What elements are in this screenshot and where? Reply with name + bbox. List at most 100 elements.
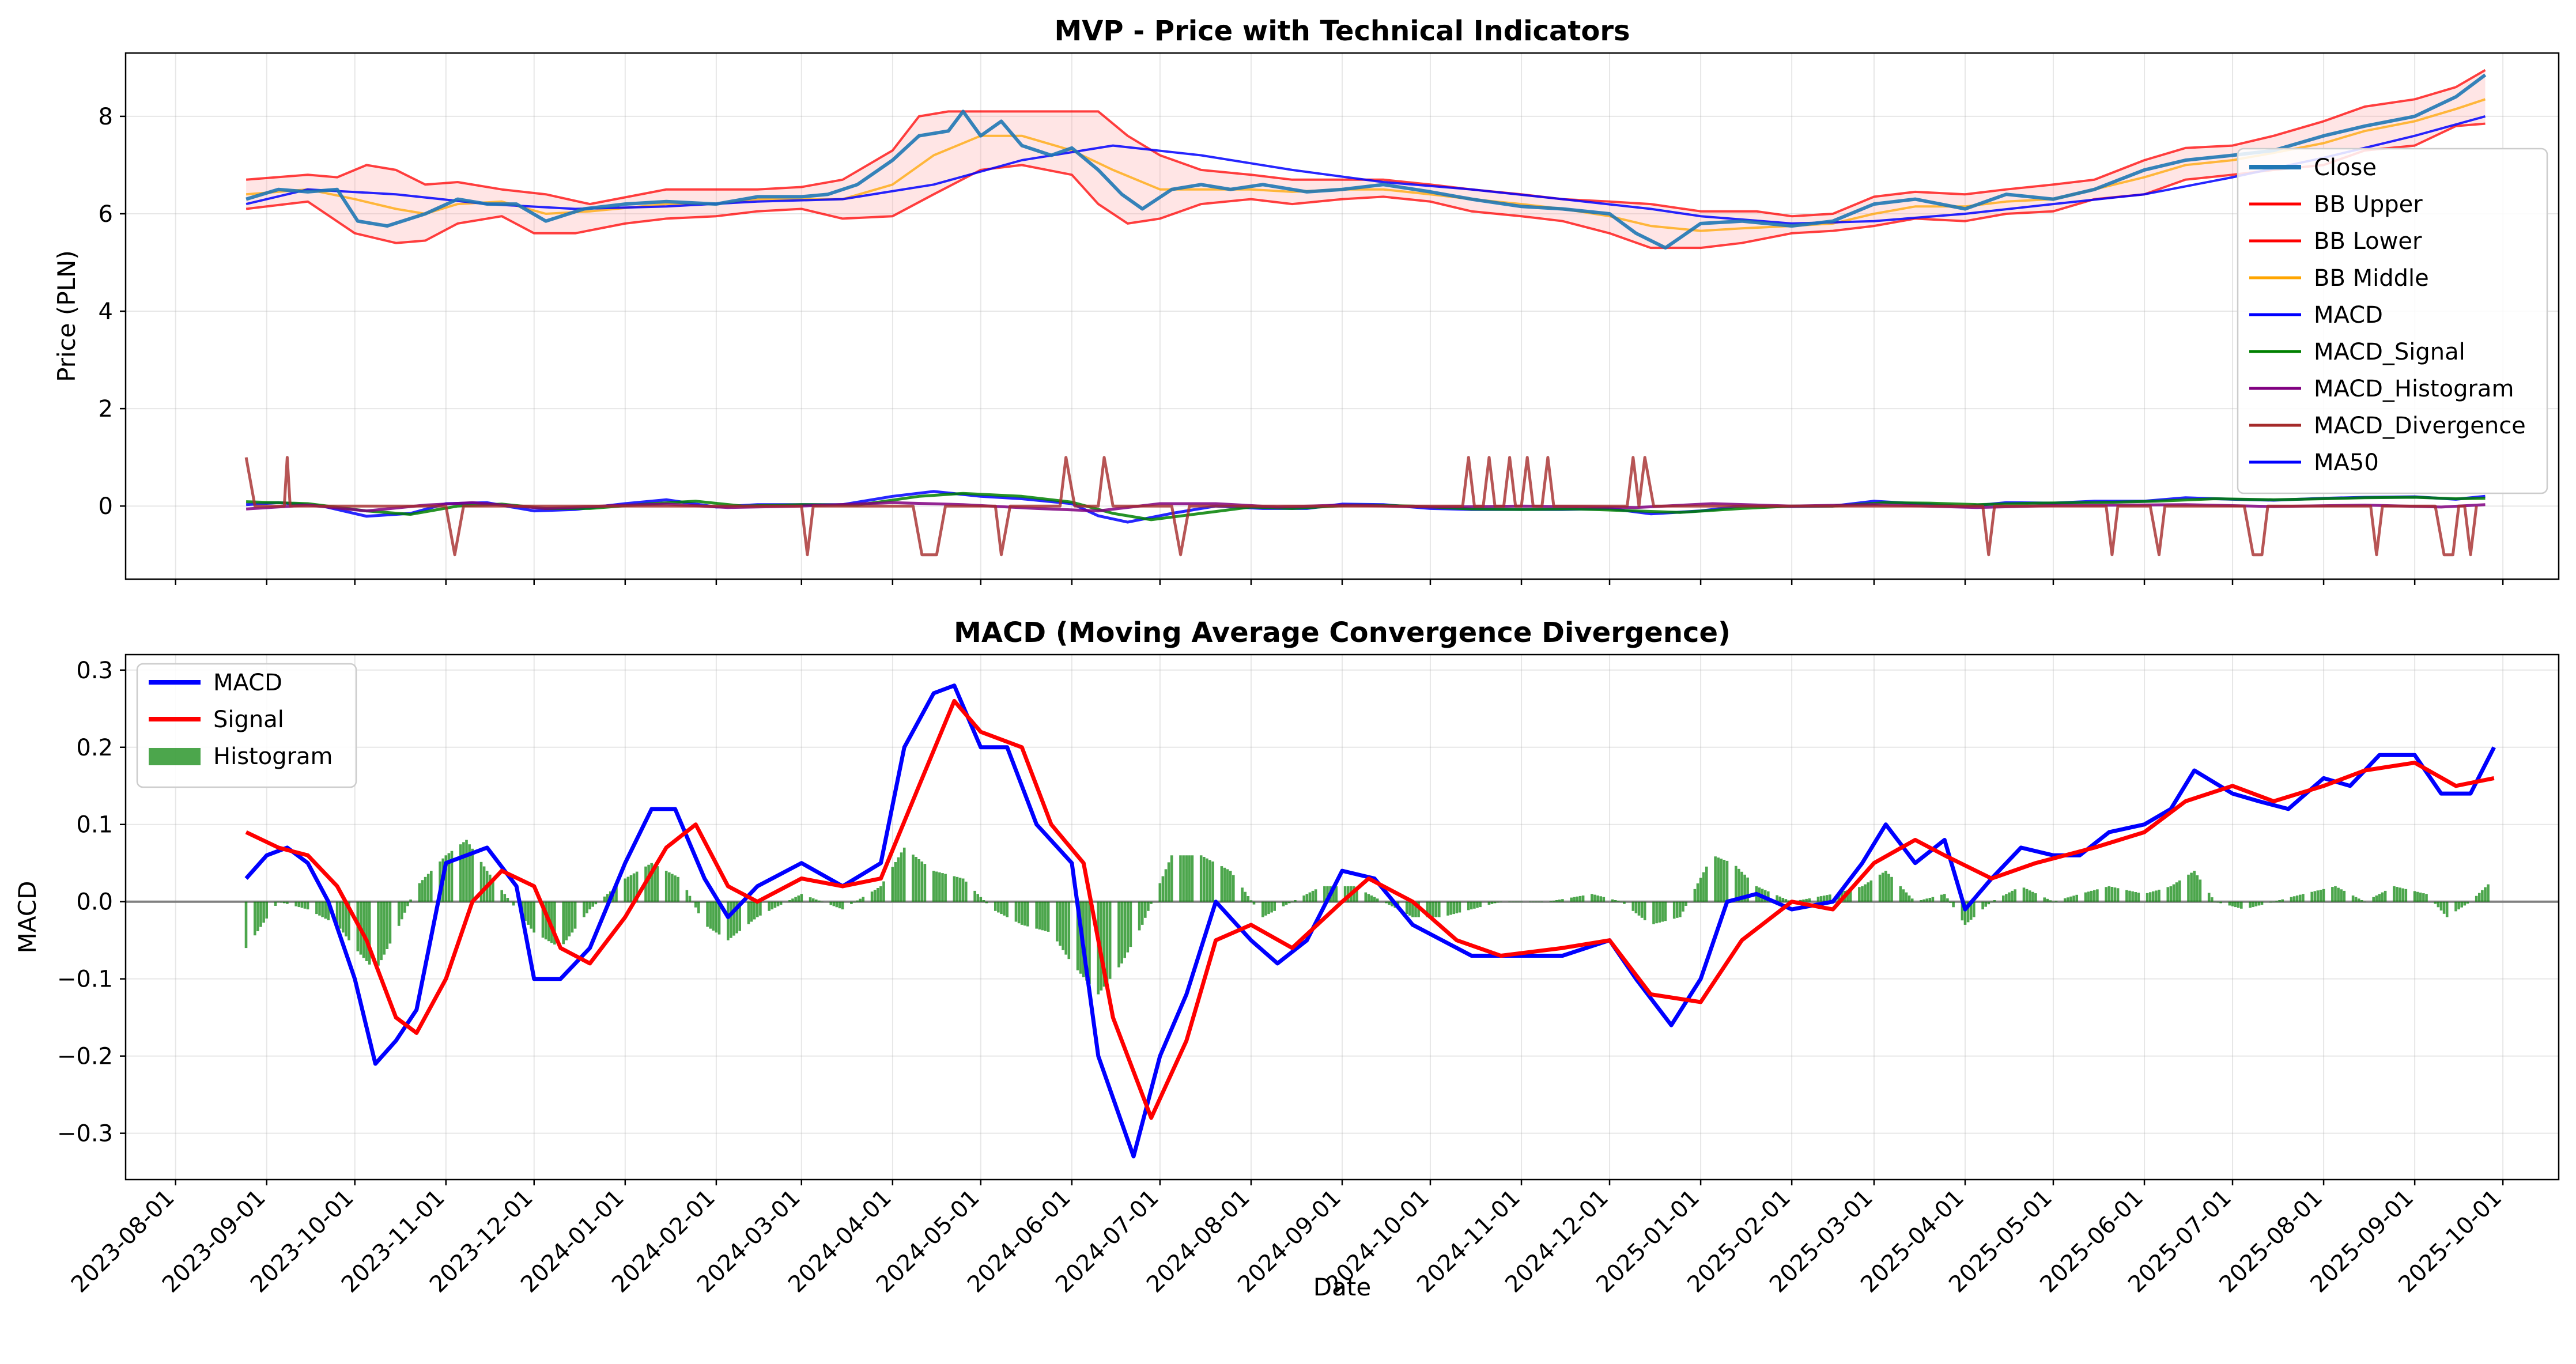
histogram-bar <box>2419 892 2422 902</box>
y-tick-label: 4 <box>99 299 113 325</box>
histogram-bar <box>732 901 735 936</box>
y-tick-label: 0.0 <box>76 889 113 916</box>
histogram-bar <box>2422 893 2425 902</box>
histogram-bar <box>1120 901 1123 964</box>
histogram-bar <box>1314 889 1317 902</box>
histogram-bar <box>1191 855 1194 902</box>
histogram-bar <box>1943 894 1946 902</box>
y-tick-label: 0.3 <box>76 658 113 684</box>
histogram-bar <box>403 901 406 913</box>
histogram-bar <box>1552 900 1555 902</box>
histogram-bar <box>1229 871 1232 902</box>
histogram-bar <box>297 901 301 908</box>
histogram-bar <box>588 901 591 910</box>
histogram-bar <box>1490 901 1494 904</box>
histogram-bar <box>1414 901 1417 917</box>
histogram-bar <box>2254 901 2258 906</box>
histogram-bar <box>2155 890 2158 902</box>
histogram-bar <box>1370 896 1373 902</box>
histogram-bar <box>1335 886 1338 902</box>
histogram-bar <box>838 901 841 909</box>
histogram-bar <box>2425 894 2428 902</box>
histogram-bar <box>553 901 556 945</box>
histogram-bar <box>1614 900 1617 902</box>
histogram-bar <box>1905 892 1908 902</box>
histogram-bar <box>1558 900 1561 902</box>
histogram-bar <box>1664 901 1667 921</box>
histogram-bar <box>2434 901 2437 904</box>
histogram-bar <box>862 897 865 902</box>
histogram-bar <box>1282 901 1285 906</box>
histogram-bar <box>976 894 979 902</box>
histogram-bar <box>530 901 532 929</box>
histogram-bar <box>1438 901 1441 917</box>
histogram-bar <box>1252 901 1256 905</box>
histogram-bar <box>1199 855 1203 902</box>
histogram-bar <box>1634 901 1638 913</box>
histogram-bar <box>2166 887 2170 902</box>
histogram-bar <box>902 847 906 902</box>
histogram-bar <box>303 901 307 909</box>
histogram-bar <box>1088 901 1091 984</box>
histogram-bar <box>1059 901 1062 946</box>
histogram-bar <box>1105 901 1109 983</box>
histogram-bar <box>1164 869 1168 902</box>
histogram-bar <box>2014 889 2016 902</box>
histogram-bar <box>1287 901 1291 904</box>
histogram-bar <box>1355 887 1358 902</box>
histogram-bar <box>668 872 671 902</box>
series-macd <box>244 683 2496 1159</box>
histogram-bar <box>1126 901 1130 953</box>
histogram-bar <box>1208 860 1211 902</box>
histogram-bar <box>1581 896 1585 902</box>
histogram-bar <box>1599 896 1602 902</box>
histogram-bar <box>1270 901 1273 913</box>
histogram-bar <box>776 901 780 906</box>
histogram-bar <box>368 901 371 965</box>
legend-swatch <box>149 748 201 765</box>
histogram-bar <box>1185 855 1188 902</box>
histogram-bar <box>750 901 753 922</box>
histogram-bar <box>2064 898 2067 902</box>
histogram-bar <box>779 901 783 905</box>
histogram-bar <box>1961 901 1964 921</box>
histogram-bar <box>1767 891 1770 902</box>
histogram-bar <box>818 900 821 902</box>
histogram-bar <box>759 901 762 916</box>
histogram-bar <box>462 842 465 902</box>
histogram-bar <box>468 844 471 902</box>
histogram-bar <box>348 901 350 940</box>
histogram-bar <box>1147 901 1150 911</box>
histogram-bar <box>1696 883 1699 902</box>
histogram-bar <box>2008 892 2011 902</box>
histogram-bar <box>717 901 721 935</box>
histogram-bar <box>2011 890 2014 902</box>
histogram-bar <box>1476 901 1479 908</box>
histogram-bar <box>1631 901 1635 911</box>
histogram-bar <box>388 901 392 944</box>
histogram-bar <box>941 873 944 902</box>
histogram-bar <box>1017 901 1021 924</box>
histogram-bar <box>335 901 339 925</box>
histogram-bar <box>506 898 509 902</box>
histogram-bar <box>2372 897 2375 902</box>
histogram-bar <box>800 894 803 902</box>
histogram-bar <box>444 855 448 902</box>
histogram-bar <box>1717 857 1720 902</box>
histogram-bar <box>2107 886 2111 902</box>
histogram-bar <box>2278 900 2281 902</box>
histogram-bar <box>1458 901 1461 913</box>
histogram-bar <box>2393 886 2396 902</box>
histogram-bar <box>629 875 633 902</box>
histogram-bar <box>2302 894 2305 902</box>
histogram-bar <box>1705 866 1708 902</box>
histogram-bar <box>935 871 938 902</box>
histogram-bar <box>2075 894 2078 902</box>
histogram-bar <box>958 878 962 902</box>
histogram-bar <box>1408 901 1411 916</box>
y-tick-label: 6 <box>99 201 113 228</box>
histogram-bar <box>2260 901 2264 905</box>
histogram-bar <box>324 901 327 919</box>
histogram-bar <box>482 866 486 902</box>
histogram-bar <box>1473 901 1476 909</box>
